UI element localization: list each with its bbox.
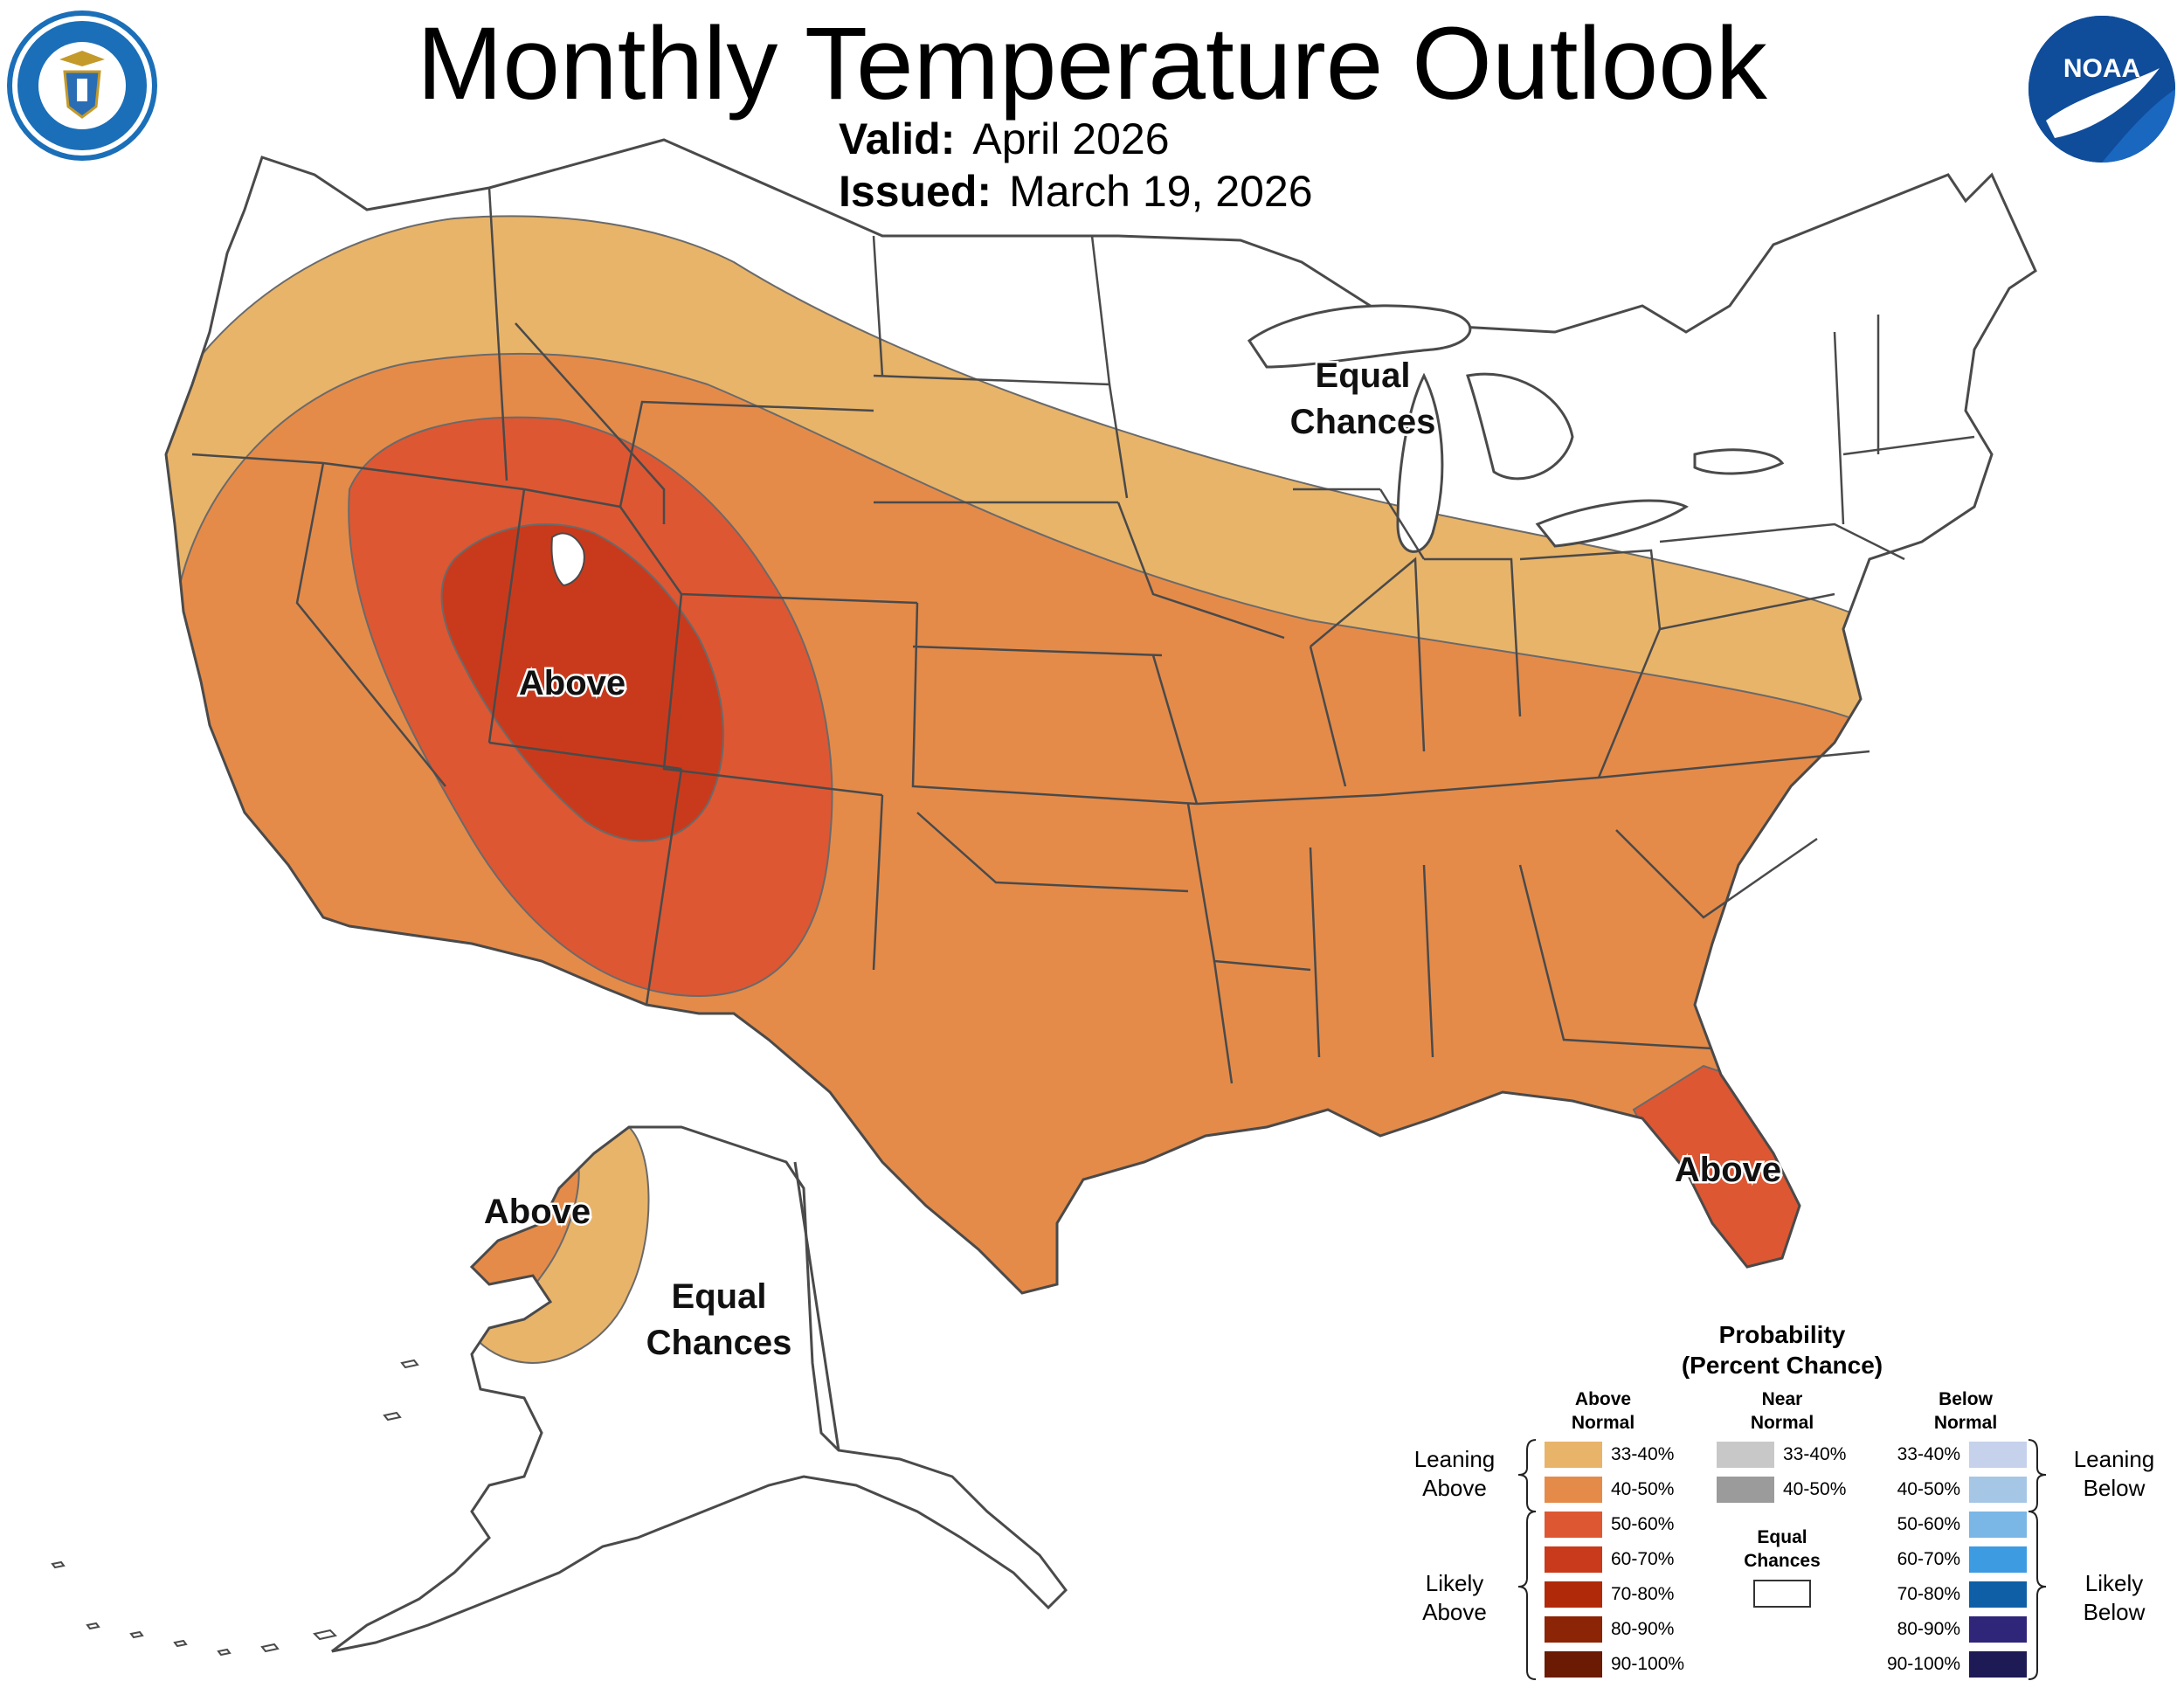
state-borders (191, 187, 1975, 1084)
legend-col-above-line1: Above (1574, 1389, 1632, 1409)
legend-above-label-0: 33-40% (1611, 1444, 1675, 1464)
legend-above-swatch-6 (1545, 1651, 1602, 1678)
legend-above-label-5: 80-90% (1611, 1619, 1675, 1639)
valid-label: Valid: (839, 114, 956, 163)
legend-group-leaning-above-line2: Above (1422, 1475, 1487, 1501)
label-alaska-equal-line1: Equal (672, 1277, 767, 1316)
legend-group-likely-above-line2: Above (1422, 1599, 1487, 1625)
brace-likely-above (1517, 1511, 1537, 1680)
legend-below-label-0: 33-40% (1897, 1444, 1960, 1464)
legend-above-label-2: 50-60% (1611, 1514, 1675, 1534)
legend-near-swatch-1 (1717, 1477, 1774, 1503)
legend-near-swatch-0 (1717, 1442, 1774, 1468)
legend-above-swatch-5 (1545, 1616, 1602, 1643)
legend-below-swatch-5 (1969, 1616, 2027, 1643)
lake-ontario (1693, 448, 1785, 475)
label-conus-above: Above (519, 664, 625, 702)
legend-title: Probability (Percent Chance) (1642, 1319, 1922, 1380)
label-alaska-equal-line2: Chances (646, 1324, 792, 1362)
legend-group-leaning-below: Leaning Below (2062, 1445, 2167, 1503)
legend-equal-chances-swatch (1753, 1580, 1811, 1608)
commerce-seal-logo (7, 10, 157, 161)
noaa-logo: NOAA (2028, 16, 2175, 163)
legend-above-swatch-2 (1545, 1512, 1602, 1538)
legend-below-swatch-4 (1969, 1581, 2027, 1608)
legend-below-label-3: 60-70% (1897, 1549, 1960, 1569)
legend-above-swatch-4 (1545, 1581, 1602, 1608)
legend-near-label-1: 40-50% (1783, 1479, 1847, 1499)
legend-below-label-1: 40-50% (1897, 1479, 1960, 1499)
legend-above-swatch-0 (1545, 1442, 1602, 1468)
issued-label: Issued: (839, 167, 992, 216)
legend-below-label-4: 70-80% (1897, 1584, 1960, 1604)
legend-col-below-line2: Normal (1933, 1413, 1998, 1433)
legend-above-label-1: 40-50% (1611, 1479, 1675, 1499)
legend-below-swatch-6 (1969, 1651, 2027, 1678)
brace-leaning-below (2028, 1439, 2047, 1512)
label-conus-equal-line1: Equal (1316, 356, 1411, 395)
legend-above-swatch-3 (1545, 1546, 1602, 1573)
noaa-wordmark: NOAA (2063, 54, 2140, 83)
legend-group-likely-above-line1: Likely (1425, 1570, 1484, 1596)
legend-group-likely-below-line1: Likely (2084, 1570, 2144, 1596)
legend-below-swatch-2 (1969, 1512, 2027, 1538)
legend-col-below-line1: Below (1939, 1389, 1993, 1409)
brace-leaning-above (1517, 1439, 1537, 1512)
legend-equal-chances-line2: Chances (1744, 1551, 1821, 1571)
lake-michigan (1396, 372, 1444, 553)
brace-likely-below (2028, 1511, 2047, 1680)
issued-line: Issued: March 19, 2026 (839, 166, 1313, 217)
legend-col-near-line2: Normal (1750, 1413, 1814, 1433)
aleutian-islands (51, 1359, 419, 1657)
legend-title-line2: (Percent Chance) (1681, 1352, 1883, 1379)
legend-col-below: Below Normal (1918, 1387, 2014, 1435)
great-lakes (1247, 304, 1785, 553)
legend-equal-chances: Equal Chances (1734, 1525, 1830, 1573)
valid-line: Valid: April 2026 (839, 114, 1170, 164)
great-salt-lake (550, 532, 585, 587)
map-title: Monthly Temperature Outlook (417, 6, 1767, 121)
alaska-canada-border (793, 1161, 840, 1451)
legend-title-line1: Probability (1718, 1321, 1846, 1348)
legend-above-label-6: 90-100% (1611, 1654, 1685, 1674)
valid-value: April 2026 (972, 114, 1170, 163)
legend-group-leaning-above: Leaning Above (1402, 1445, 1507, 1503)
legend-below-swatch-1 (1969, 1477, 2027, 1503)
noaa-bird-icon: NOAA (2028, 16, 2175, 163)
legend-below-swatch-0 (1969, 1442, 2027, 1468)
legend-below-label-6: 90-100% (1886, 1654, 1960, 1674)
legend-group-likely-below: Likely Below (2062, 1569, 2167, 1627)
legend-below-label-2: 50-60% (1897, 1514, 1960, 1534)
label-conus-equal-line2: Chances (1290, 403, 1436, 441)
lake-huron (1466, 372, 1574, 481)
region-above-60-70 (440, 523, 725, 842)
lake-erie (1535, 499, 1689, 548)
label-alaska-above: Above (484, 1193, 591, 1231)
seal-icon (12, 16, 152, 156)
legend-above-label-3: 60-70% (1611, 1549, 1675, 1569)
legend-group-likely-above: Likely Above (1402, 1569, 1507, 1627)
legend-col-near: Near Normal (1734, 1387, 1830, 1435)
legend-group-leaning-below-line2: Below (2083, 1475, 2146, 1501)
legend-near-label-0: 33-40% (1783, 1444, 1847, 1464)
legend-above-label-4: 70-80% (1611, 1584, 1675, 1604)
legend-col-above-line2: Normal (1571, 1413, 1635, 1433)
legend-col-above: Above Normal (1555, 1387, 1651, 1435)
legend-group-leaning-below-line1: Leaning (2073, 1446, 2155, 1472)
legend-above-swatch-1 (1545, 1477, 1602, 1503)
legend-equal-chances-line1: Equal (1757, 1527, 1807, 1547)
legend-below-label-5: 80-90% (1897, 1619, 1960, 1639)
lake-superior (1247, 304, 1472, 369)
label-florida-above: Above (1675, 1151, 1781, 1189)
legend-group-likely-below-line2: Below (2083, 1599, 2146, 1625)
legend-below-swatch-3 (1969, 1546, 2027, 1573)
issued-value: March 19, 2026 (1009, 167, 1313, 216)
legend-group-leaning-above-line1: Leaning (1413, 1446, 1496, 1472)
legend-col-near-line1: Near (1761, 1389, 1803, 1409)
